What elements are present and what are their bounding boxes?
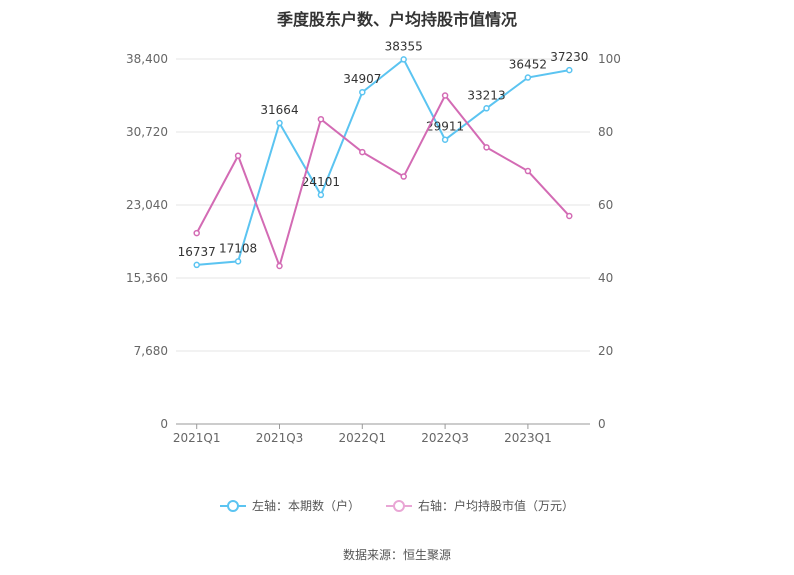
- data-label: 37230: [550, 50, 588, 64]
- data-label: 34907: [343, 72, 381, 86]
- x-axis-tick-label: 2021Q3: [256, 431, 304, 445]
- data-point: [566, 212, 573, 220]
- left-axis-tick-label: 0: [160, 417, 168, 431]
- data-point: [566, 66, 573, 74]
- left-axis-tick-label: 7,680: [134, 344, 168, 358]
- data-point: [359, 88, 366, 96]
- series-line-shareholders: [196, 57, 570, 266]
- legend-line-marker-pink-icon: [386, 499, 412, 512]
- data-label: 16737: [178, 245, 216, 259]
- data-point: [441, 136, 449, 143]
- legend-label-right: 右轴：户均持股市值（万元）: [418, 499, 575, 513]
- data-point: [317, 115, 325, 123]
- data-point: [483, 105, 490, 112]
- left-axis-tick-label: 23,040: [126, 198, 168, 212]
- data-point: [276, 262, 283, 270]
- data-label: 38355: [385, 39, 423, 53]
- data-point: [234, 152, 242, 159]
- right-axis-tick-label: 40: [598, 271, 613, 285]
- data-point: [483, 144, 490, 151]
- data-label: 29911: [426, 120, 464, 134]
- x-axis-tick-label: 2021Q1: [173, 431, 221, 445]
- data-point: [400, 173, 407, 180]
- data-point: [276, 119, 283, 127]
- data-point: [193, 261, 200, 269]
- right-axis-tick-label: 60: [598, 198, 613, 212]
- legend-label-left: 左轴：本期数（户）: [251, 499, 360, 513]
- data-label: 33213: [467, 88, 505, 102]
- data-point: [234, 258, 242, 265]
- x-axis-tick-label: 2022Q1: [338, 431, 386, 445]
- data-label: 17108: [219, 241, 257, 255]
- data-point: [524, 74, 532, 81]
- right-axis-tick-label: 20: [598, 344, 613, 358]
- data-label: 24101: [302, 175, 340, 189]
- series-line-avg-holding: [195, 93, 571, 270]
- chart-title: 季度股东户数、户均持股市值情况: [276, 10, 517, 29]
- left-axis-tick-label: 15,360: [126, 271, 168, 285]
- legend-line-marker-blue-icon: [219, 499, 246, 512]
- chart-legend: 左轴：本期数（户） 右轴：户均持股市值（万元）: [0, 497, 794, 514]
- right-axis-tick-label: 80: [598, 125, 613, 139]
- data-point: [317, 191, 325, 199]
- left-axis-tick-label: 30,720: [126, 125, 168, 139]
- left-axis-tick-label: 38,400: [126, 52, 168, 66]
- data-point: [524, 167, 532, 175]
- data-source: 数据来源：恒生聚源: [342, 548, 451, 562]
- x-axis-tick-label: 2023Q1: [504, 431, 552, 445]
- data-point: [193, 229, 200, 237]
- legend-item-left[interactable]: 左轴：本期数（户）: [219, 497, 360, 514]
- legend-item-right[interactable]: 右轴：户均持股市值（万元）: [386, 497, 574, 514]
- right-axis-tick-label: 0: [598, 417, 606, 431]
- data-point: [400, 56, 407, 63]
- right-axis-tick-label: 100: [598, 52, 621, 66]
- data-point: [441, 92, 449, 99]
- data-label: 36452: [509, 58, 547, 72]
- data-point: [359, 148, 366, 156]
- data-label: 31664: [260, 103, 298, 117]
- x-axis-tick-label: 2022Q3: [421, 431, 469, 445]
